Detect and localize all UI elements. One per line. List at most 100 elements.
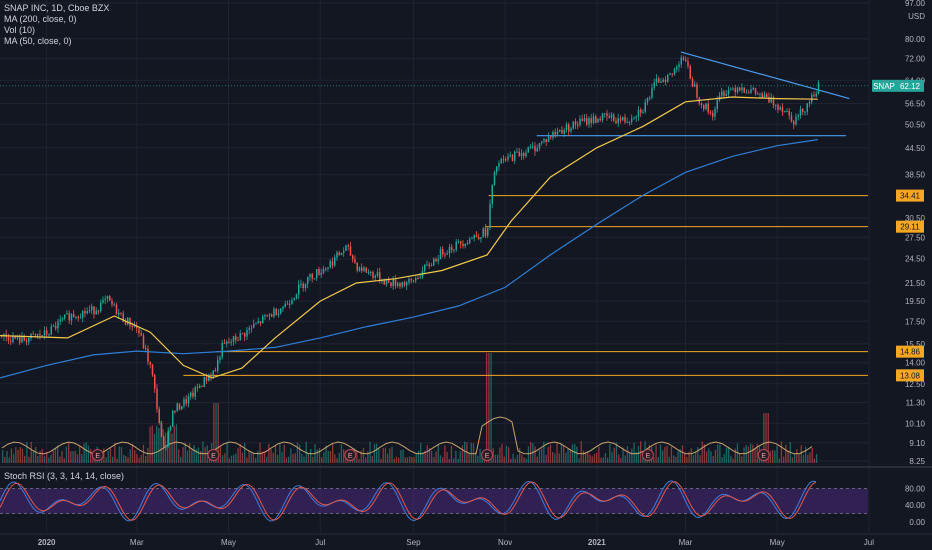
candle-body — [662, 79, 664, 82]
candle-body — [732, 88, 734, 90]
candle-body — [7, 337, 10, 341]
candle-body — [581, 118, 583, 121]
volume-bar — [530, 441, 532, 463]
volume-bar — [571, 444, 574, 463]
price-tick-label: 19.50 — [905, 297, 926, 306]
volume-bar — [442, 457, 444, 463]
candle-body — [129, 317, 131, 327]
candle-body — [347, 245, 349, 247]
volume-bar — [536, 456, 538, 463]
candle-body — [329, 261, 331, 268]
volume-bar — [39, 450, 41, 463]
volume-bar — [635, 451, 637, 463]
volume-bar — [750, 443, 752, 463]
candle-body — [21, 336, 23, 343]
volume-bar — [422, 452, 424, 463]
candle-body — [138, 328, 140, 334]
candle-body — [466, 242, 469, 245]
candle-body — [39, 334, 41, 336]
volume-bar — [180, 456, 182, 463]
candle-body — [617, 118, 619, 124]
volume-bar — [593, 454, 596, 463]
volume-bar — [255, 457, 257, 463]
volume-bar — [450, 445, 453, 463]
volume-bar — [316, 449, 318, 463]
symbol-title: SNAP INC, 1D, Cboe BZX — [4, 3, 110, 13]
candle-body — [37, 334, 39, 336]
candle-body — [163, 436, 165, 447]
volume-bar — [657, 456, 659, 463]
candle-body — [237, 340, 239, 342]
volume-bar — [30, 441, 32, 463]
volume-bar — [778, 458, 780, 463]
candle-body — [610, 114, 613, 118]
volume-bar — [602, 457, 604, 463]
price-tick-label: 21.50 — [905, 279, 926, 288]
time-tick-label: 2020 — [38, 538, 56, 547]
resistance-trendline — [680, 51, 850, 100]
volume-bar — [717, 444, 719, 463]
candle-body — [667, 74, 669, 82]
earnings-marker: E — [91, 449, 104, 461]
candle-body — [523, 153, 525, 157]
candle-body — [302, 283, 304, 288]
candle-body — [631, 118, 633, 122]
candle-body — [478, 237, 480, 240]
candle-body — [286, 303, 289, 305]
price-tick-label: 50.50 — [905, 120, 926, 129]
candle-body — [183, 399, 185, 407]
volume-bar — [285, 457, 288, 463]
volume-bar — [321, 457, 323, 463]
level-price-tag — [896, 369, 924, 382]
volume-bar — [794, 453, 796, 463]
candle-body — [419, 277, 421, 279]
candle-body — [770, 97, 772, 103]
volume-bar — [585, 452, 587, 463]
candle-body — [25, 340, 28, 343]
volume-bar — [215, 403, 217, 463]
volume-bar — [74, 450, 76, 463]
candle-body — [628, 121, 631, 123]
candle-body — [532, 146, 534, 148]
volume-bar — [299, 444, 301, 463]
candle-body — [658, 78, 660, 83]
candle-body — [730, 89, 732, 91]
volume-bar — [105, 457, 107, 463]
candle-body — [739, 87, 741, 91]
candle-body — [14, 336, 16, 339]
candle-body — [779, 107, 781, 110]
volume-bar — [488, 353, 490, 463]
candle-body — [509, 154, 511, 157]
volume-bar — [391, 446, 393, 463]
volume-bar — [600, 457, 602, 463]
candle-body — [262, 316, 264, 324]
earnings-marker: E — [207, 449, 220, 461]
candle-body — [151, 364, 154, 376]
volume-bar — [200, 451, 202, 463]
candle-body — [811, 94, 813, 103]
candle-body — [167, 430, 169, 446]
candle-body — [705, 103, 707, 110]
candle-body — [316, 268, 318, 279]
candle-body — [214, 370, 217, 372]
volume-bar — [290, 448, 292, 463]
volume-bar — [202, 441, 204, 463]
candle-body — [205, 376, 208, 381]
candle-body — [376, 272, 379, 276]
candle-body — [813, 94, 815, 97]
volume-bar — [222, 455, 224, 463]
candle-body — [678, 64, 680, 68]
candle-body — [212, 370, 214, 377]
candle-body — [556, 131, 559, 135]
candle-body — [538, 143, 541, 149]
candle-body — [48, 334, 50, 336]
stoch-d-line — [0, 481, 817, 521]
candle-body — [577, 124, 579, 126]
volume-bar — [415, 453, 417, 463]
candle-body — [559, 129, 561, 132]
candle-body — [172, 410, 174, 427]
candle-body — [408, 278, 410, 283]
candle-body — [235, 336, 237, 341]
level-price-tag-label: 14.86 — [900, 348, 921, 357]
